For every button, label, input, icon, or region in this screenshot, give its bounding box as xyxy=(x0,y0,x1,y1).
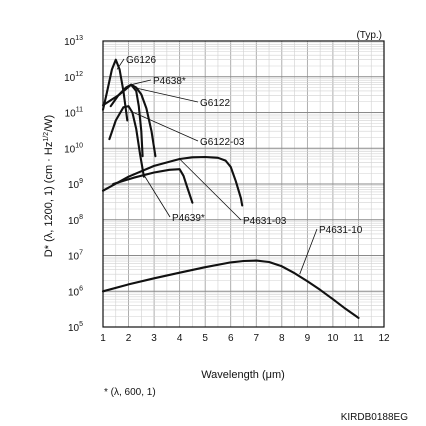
y-tick-label: 105 xyxy=(68,321,83,334)
y-tick-label: 1012 xyxy=(64,71,83,84)
x-tick-label: 2 xyxy=(126,333,132,344)
figure-code: KIRDB0188EG xyxy=(341,412,408,423)
x-tick-label: 10 xyxy=(327,333,339,344)
y-axis-label: D* (λ, 1200, 1) (cm · Hz1/2/W) xyxy=(43,115,55,257)
x-tick-label: 6 xyxy=(228,333,234,344)
footnote: * (λ, 600, 1) xyxy=(104,387,156,398)
series-line-6 xyxy=(101,155,244,207)
y-tick-labels: 105 106 107 108 109 1010 1011 1012 1013 xyxy=(64,35,83,334)
series-group xyxy=(101,58,360,319)
label-leader-line xyxy=(116,58,125,70)
label-leader-line xyxy=(143,174,171,218)
y-tick-label: 1010 xyxy=(64,142,83,155)
x-tick-labels: 1 2 3 4 5 6 7 8 9 10 11 12 xyxy=(100,333,390,344)
x-tick-label: 1 xyxy=(100,333,106,344)
x-axis-label: Wavelength (μm) xyxy=(201,369,285,381)
x-tick-label: 4 xyxy=(177,333,183,344)
x-tick-label: 12 xyxy=(378,333,390,344)
series-line-4 xyxy=(108,105,145,178)
x-tick-label: 7 xyxy=(253,333,259,344)
y-tick-label: 109 xyxy=(68,178,83,191)
series-label: P4639* xyxy=(172,213,205,224)
label-leader-line xyxy=(179,158,242,221)
series-line-5 xyxy=(112,168,194,204)
series-line-7 xyxy=(101,259,360,319)
x-tick-label: 11 xyxy=(353,333,364,344)
series-label: G6122-03 xyxy=(200,137,245,148)
x-tick-label: 9 xyxy=(305,333,311,344)
plot-frame xyxy=(102,40,385,328)
x-tick-label: 8 xyxy=(279,333,285,344)
y-tick-label: 1013 xyxy=(64,35,83,48)
x-tick-label: 3 xyxy=(151,333,157,344)
chart-grid xyxy=(102,40,385,328)
series-label: G6126 xyxy=(126,55,156,66)
y-tick-label: 107 xyxy=(68,250,83,263)
label-leader-line xyxy=(131,79,152,86)
series-label: P4638* xyxy=(153,76,186,87)
series-labels: G6126 P4638* G6122 G6122-03 P4639* P4631-03 P4… xyxy=(126,55,363,236)
label-leader-line xyxy=(299,228,318,275)
y-tick-label: 106 xyxy=(68,285,83,298)
typ-note: (Typ.) xyxy=(356,30,382,41)
x-tick-label: 5 xyxy=(202,333,208,344)
series-line-2 xyxy=(101,83,157,158)
label-leaders xyxy=(116,58,318,275)
label-leader-line xyxy=(133,112,199,142)
series-label: P4631-03 xyxy=(243,216,287,227)
label-leader-line xyxy=(133,87,199,103)
series-label: G6122 xyxy=(200,98,230,109)
series-label: P4631-10 xyxy=(319,225,363,236)
y-tick-label: 108 xyxy=(68,214,83,227)
y-tick-label: 1011 xyxy=(65,107,83,120)
